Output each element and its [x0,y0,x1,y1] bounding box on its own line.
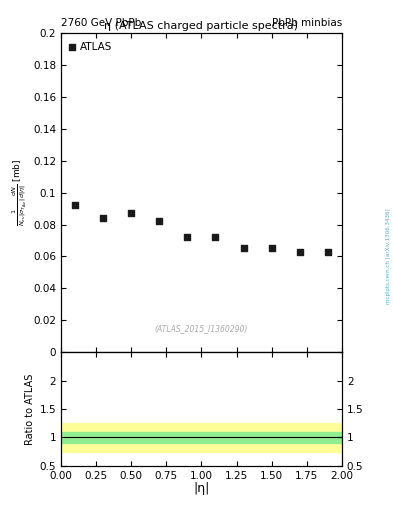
Text: mcplots.cern.ch [arXiv:1306.3436]: mcplots.cern.ch [arXiv:1306.3436] [386,208,391,304]
X-axis label: |η|: |η| [193,482,209,495]
ATLAS [128,209,134,218]
ATLAS [100,214,106,222]
ATLAS [325,248,331,256]
ATLAS [297,248,303,256]
Text: 2760 GeV PbPb: 2760 GeV PbPb [61,17,141,28]
ATLAS [268,244,275,252]
ATLAS [212,233,219,241]
Title: η (ATLAS charged particle spectra): η (ATLAS charged particle spectra) [105,21,298,31]
Text: PbPb minbias: PbPb minbias [272,17,342,28]
ATLAS [156,217,162,225]
ATLAS [72,201,78,209]
ATLAS [241,244,247,252]
Y-axis label: Ratio to ATLAS: Ratio to ATLAS [25,373,35,445]
ATLAS [184,233,191,241]
Text: (ATLAS_2015_I1360290): (ATLAS_2015_I1360290) [155,324,248,333]
Legend: ATLAS: ATLAS [66,38,115,55]
Y-axis label: $\frac{1}{N_{ev}|\sigma_{T_{Ave}}|}\frac{dN}{d|\eta|}$ [mb]: $\frac{1}{N_{ev}|\sigma_{T_{Ave}}|}\frac… [10,159,29,226]
